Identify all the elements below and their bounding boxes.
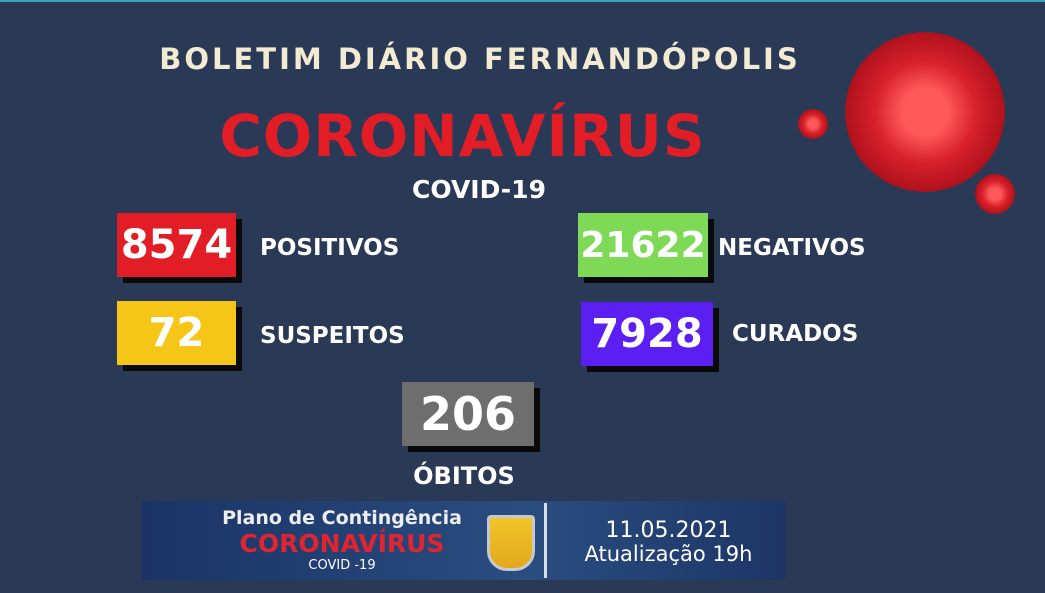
banner-update-time: Atualização 19h xyxy=(584,542,753,566)
obitos-value: 206 xyxy=(402,382,534,446)
contingency-banner: Plano de Contingência CORONAVÍRUS COVID … xyxy=(142,501,785,580)
suspeitos-label: SUSPEITOS xyxy=(260,323,405,349)
banner-covid: COVID -19 xyxy=(308,558,376,573)
positivos-value: 8574 xyxy=(117,213,236,277)
bulletin-title: BOLETIM DIÁRIO FERNANDÓPOLIS xyxy=(159,42,801,76)
banner-divider xyxy=(544,503,547,578)
headline: CORONAVÍRUS xyxy=(219,102,706,170)
curados-label: CURADOS xyxy=(732,321,859,347)
banner-headline: CORONAVÍRUS xyxy=(239,529,445,558)
curados-value: 7928 xyxy=(581,302,713,366)
obitos-label: ÓBITOS xyxy=(413,462,515,490)
negativos-value: 21622 xyxy=(578,213,708,277)
negativos-label: NEGATIVOS xyxy=(718,235,866,261)
banner-plan: Plano de Contingência xyxy=(222,507,462,529)
positivos-label: POSITIVOS xyxy=(260,235,400,261)
suspeitos-value: 72 xyxy=(117,301,236,365)
coat-of-arms-icon xyxy=(487,515,535,571)
banner-date: 11.05.2021 xyxy=(605,518,732,543)
subtitle: COVID-19 xyxy=(412,175,546,204)
